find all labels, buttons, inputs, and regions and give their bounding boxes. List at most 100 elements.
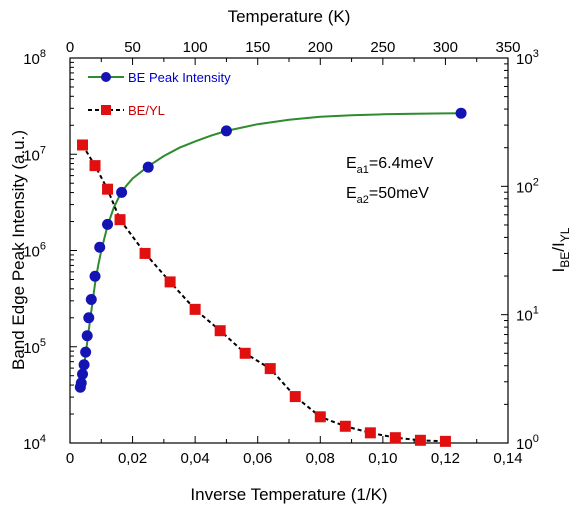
y-left-tick-exponent: 7 bbox=[40, 144, 46, 156]
legend: BE Peak Intensity BE/YL bbox=[88, 70, 231, 118]
y-right-title-sub1: BE bbox=[558, 252, 572, 268]
y-right-tick-exponent: 2 bbox=[533, 176, 539, 188]
data-point-be-yl bbox=[89, 160, 101, 172]
x-top-tick-label: 50 bbox=[124, 39, 141, 56]
data-point-be-peak bbox=[116, 186, 128, 198]
data-point-be-yl bbox=[339, 420, 351, 432]
x-top-tick-label: 250 bbox=[370, 39, 395, 56]
legend-label-be-yl: BE/YL bbox=[128, 103, 165, 118]
annotation-ea2-sub: a2 bbox=[357, 194, 369, 206]
x-tick-label: 0,14 bbox=[493, 450, 522, 467]
x-tick-label: 0,10 bbox=[368, 450, 397, 467]
x-tick-label: 0,06 bbox=[243, 450, 272, 467]
annotation-ea1: Ea1=6.4meV bbox=[346, 155, 434, 176]
tick-labels-layer: 0 0,02 0,04 0,06 0,08 0,10 0,12 0,140 50 100 150 20… bbox=[23, 39, 539, 467]
x-axis-title: Inverse Temperature (1/K) bbox=[190, 485, 387, 504]
y-left-tick-label: 108 bbox=[23, 48, 46, 68]
x-tick-label: 0,12 bbox=[431, 450, 460, 467]
annotation-ea2: Ea2=50meV bbox=[346, 185, 429, 206]
data-point-be-peak bbox=[102, 218, 114, 230]
y-right-tick-base: 10 bbox=[516, 436, 533, 453]
y-left-tick-base: 10 bbox=[23, 436, 40, 453]
y-right-tick-exponent: 1 bbox=[533, 305, 539, 317]
y-right-tick-exponent: 3 bbox=[533, 48, 539, 60]
annotation-ea1-sub: a1 bbox=[357, 164, 369, 176]
annotation-ea1-rest: =6.4meV bbox=[369, 155, 434, 172]
y-left-tick-base: 10 bbox=[23, 51, 40, 68]
data-point-be-peak bbox=[455, 107, 467, 119]
legend-label-be-peak: BE Peak Intensity bbox=[128, 70, 231, 85]
y-left-tick-exponent: 5 bbox=[40, 337, 46, 349]
data-point-be-peak bbox=[80, 346, 92, 358]
annotation-ea1-main: E bbox=[346, 155, 357, 172]
data-point-be-yl bbox=[114, 214, 126, 226]
y-left-tick-base: 10 bbox=[23, 147, 40, 164]
y-right-tick-exponent: 0 bbox=[533, 433, 539, 445]
data-point-be-yl bbox=[389, 432, 401, 444]
y-left-tick-label: 105 bbox=[23, 337, 46, 357]
y-right-tick-base: 10 bbox=[516, 308, 533, 325]
annotation-ea2-main: E bbox=[346, 185, 357, 202]
y-right-title-sub2: YL bbox=[558, 227, 572, 242]
data-point-be-yl bbox=[314, 411, 326, 423]
data-point-be-yl bbox=[214, 325, 226, 337]
data-point-be-peak bbox=[89, 270, 101, 282]
data-point-be-yl bbox=[439, 435, 451, 447]
data-point-be-yl bbox=[239, 347, 251, 359]
y-left-tick-base: 10 bbox=[23, 244, 40, 261]
y-left-tick-exponent: 8 bbox=[40, 48, 46, 60]
data-point-be-yl bbox=[164, 276, 176, 288]
x-top-tick-label: 100 bbox=[183, 39, 208, 56]
series-layer bbox=[74, 107, 467, 447]
y-left-tick-label: 106 bbox=[23, 241, 46, 261]
y-right-tick-base: 10 bbox=[516, 179, 533, 196]
x-axis-top-title: Temperature (K) bbox=[228, 7, 351, 26]
legend-marker-be-yl bbox=[101, 105, 111, 115]
data-point-be-yl bbox=[102, 183, 114, 195]
y-left-tick-base: 10 bbox=[23, 340, 40, 357]
annotation-ea2-rest: =50meV bbox=[369, 185, 429, 202]
x-tick-label: 0,08 bbox=[306, 450, 335, 467]
data-point-be-peak bbox=[220, 125, 232, 137]
legend-marker-be-peak bbox=[101, 72, 111, 82]
data-point-be-yl bbox=[414, 434, 426, 446]
data-point-be-peak bbox=[78, 359, 90, 371]
data-point-be-yl bbox=[264, 363, 276, 375]
x-top-tick-label: 350 bbox=[495, 39, 520, 56]
y-right-tick-label: 103 bbox=[516, 48, 539, 68]
x-tick-label: 0,02 bbox=[118, 450, 147, 467]
data-point-be-yl bbox=[289, 391, 301, 403]
x-top-tick-label: 300 bbox=[433, 39, 458, 56]
data-point-be-peak bbox=[83, 312, 95, 324]
data-point-be-yl bbox=[189, 303, 201, 315]
y-right-title-main: I bbox=[549, 268, 568, 273]
x-tick-label: 0,04 bbox=[181, 450, 210, 467]
y-left-tick-label: 107 bbox=[23, 144, 46, 164]
y-right-tick-label: 101 bbox=[516, 305, 539, 325]
data-point-be-yl bbox=[77, 139, 89, 151]
x-tick-label: 0 bbox=[66, 450, 74, 467]
data-point-be-peak bbox=[81, 330, 93, 342]
y-axis-right-title: IBE/IYL bbox=[549, 227, 572, 272]
y-axis-left-title: Band Edge Peak Intensity (a.u.) bbox=[9, 130, 28, 370]
y-right-tick-label: 102 bbox=[516, 176, 539, 196]
y-right-title-mid: /I bbox=[549, 242, 568, 251]
data-point-be-yl bbox=[364, 427, 376, 439]
data-point-be-peak bbox=[94, 241, 106, 253]
y-left-tick-label: 104 bbox=[23, 433, 46, 453]
data-point-be-peak bbox=[75, 377, 87, 389]
x-top-tick-label: 200 bbox=[308, 39, 333, 56]
y-left-tick-exponent: 6 bbox=[40, 241, 46, 253]
y-right-tick-label: 100 bbox=[516, 433, 539, 453]
x-top-tick-label: 0 bbox=[66, 39, 74, 56]
data-point-be-peak bbox=[85, 293, 97, 305]
y-left-tick-exponent: 4 bbox=[40, 433, 46, 445]
y-right-tick-base: 10 bbox=[516, 51, 533, 68]
x-top-tick-label: 150 bbox=[245, 39, 270, 56]
data-point-be-yl bbox=[139, 247, 151, 259]
data-point-be-peak bbox=[77, 368, 89, 380]
data-point-be-peak bbox=[142, 161, 154, 173]
